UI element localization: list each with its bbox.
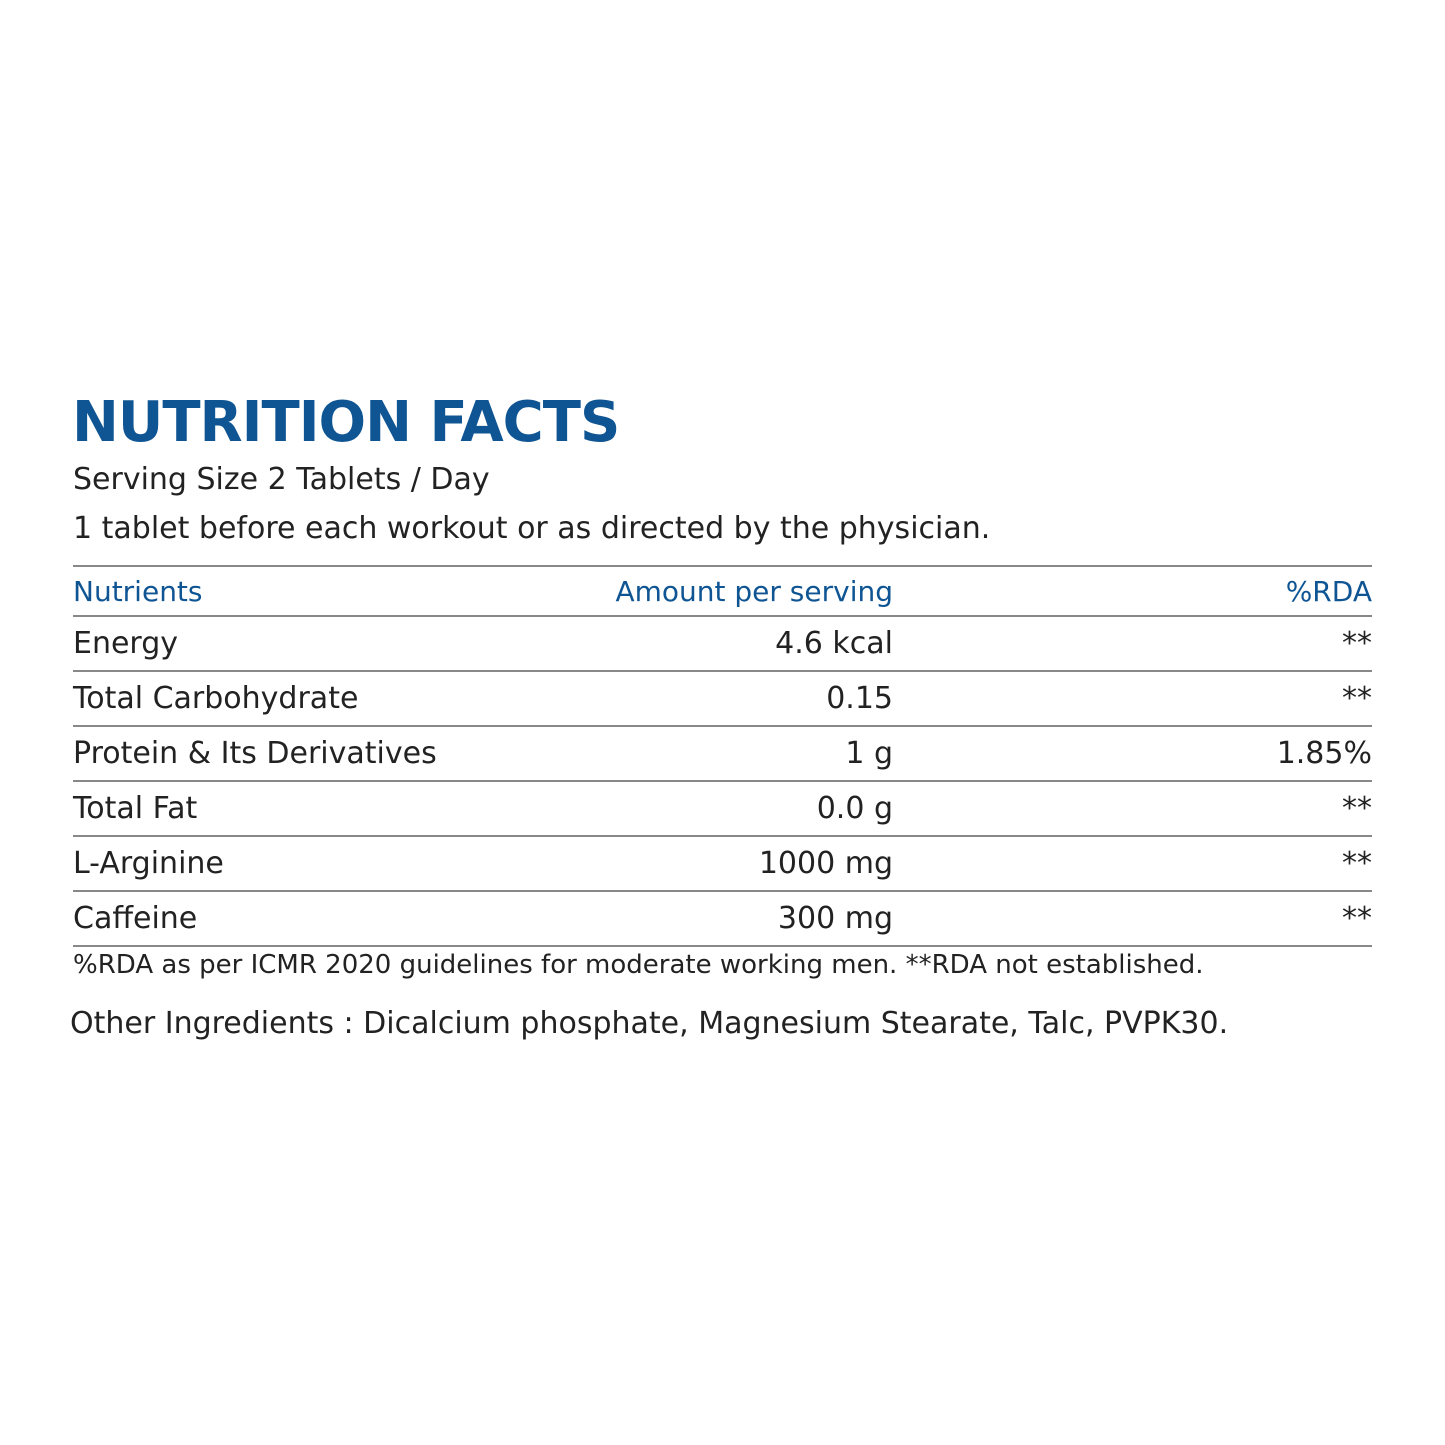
column-header: Amount per serving [593, 565, 893, 616]
column-header: Nutrients [73, 565, 593, 616]
header-row: Nutrients Amount per serving %RDA [73, 565, 1372, 616]
table-cell: 0.15 [593, 670, 893, 726]
table-cell: Caffeine [73, 890, 593, 947]
table-row: Caffeine 300 mg ** [73, 890, 1372, 947]
table-cell: Protein & Its Derivatives [73, 725, 593, 781]
table-row: Protein & Its Derivatives 1 g 1.85% [73, 725, 1372, 781]
footnote: %RDA as per ICMR 2020 guidelines for mod… [73, 950, 1204, 980]
table-cell: ** [893, 670, 1372, 726]
table-cell: ** [893, 780, 1372, 836]
table-row: Total Carbohydrate 0.15 ** [73, 670, 1372, 726]
other-ingredients: Other Ingredients : Dicalcium phosphate,… [70, 1006, 1229, 1041]
table-cell: Total Carbohydrate [73, 670, 593, 726]
table-cell: ** [893, 890, 1372, 947]
table-cell: 4.6 kcal [593, 615, 893, 671]
table-cell: ** [893, 615, 1372, 671]
table-cell: Total Fat [73, 780, 593, 836]
table-row: Total Fat 0.0 g ** [73, 780, 1372, 836]
title: NUTRITION FACTS [72, 390, 620, 455]
directions: 1 tablet before each workout or as direc… [73, 511, 991, 546]
table-cell: 1 g [593, 725, 893, 781]
table-row: L-Arginine 1000 mg ** [73, 835, 1372, 891]
table-cell: 0.0 g [593, 780, 893, 836]
column-header: %RDA [893, 565, 1372, 616]
table-cell: Energy [73, 615, 593, 671]
table-cell: 1.85% [893, 725, 1372, 781]
table-row: Energy 4.6 kcal ** [73, 615, 1372, 671]
nutrition-table: Nutrients Amount per serving %RDA Energy 4.… [73, 565, 1372, 947]
serving-size: Serving Size 2 Tablets / Day [73, 462, 490, 497]
table-cell: 300 mg [593, 890, 893, 947]
table-cell: ** [893, 835, 1372, 891]
table-cell: 1000 mg [593, 835, 893, 891]
table-cell: L-Arginine [73, 835, 593, 891]
